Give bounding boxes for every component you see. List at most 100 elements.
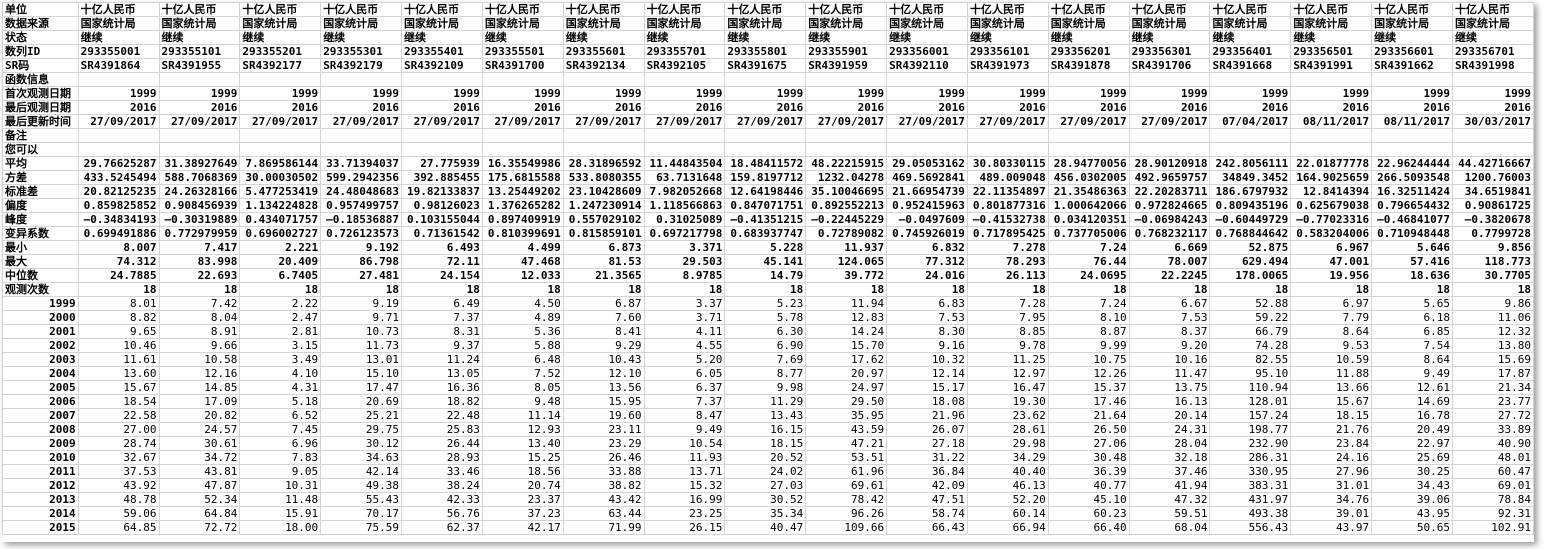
cell: 23.25: [643, 506, 726, 521]
cell: 2016: [886, 100, 968, 115]
cell: 392.885455: [401, 170, 483, 185]
cell: 34.76: [1290, 492, 1373, 507]
cell: 23.77: [1452, 394, 1534, 409]
cell: 242.8056111: [1209, 156, 1292, 171]
cell: 2016: [1209, 100, 1292, 115]
cell: [320, 128, 403, 143]
cell: 4.89: [481, 310, 564, 325]
cell: 95.10: [1209, 366, 1292, 381]
cell: 60.14: [966, 506, 1049, 521]
cell: 47.468: [481, 254, 564, 269]
cell: 十亿人民币: [562, 2, 645, 17]
cell: 29.98: [966, 436, 1049, 451]
cell: 30.61: [158, 436, 241, 451]
cell: 293356201: [1047, 44, 1130, 59]
cell: SR4392110: [886, 58, 968, 73]
cell: SR4392134: [562, 58, 645, 73]
cell: –0.46841077: [1371, 212, 1453, 227]
cell: SR4391973: [966, 58, 1049, 73]
cell: 9.65: [77, 324, 160, 339]
cell: 42.33: [401, 492, 483, 507]
cell: –0.0497609: [886, 212, 968, 227]
cell: 国家统计局: [562, 16, 645, 31]
row-label: 2008: [2, 422, 79, 437]
cell: 8.82: [77, 310, 160, 325]
cell: 13.75: [1128, 380, 1211, 395]
cell: 继续: [643, 30, 726, 45]
table-row: 方差 433.5245494 588.7068369 30.00030502 599.2…: [2, 170, 1534, 185]
row-label: 平均: [2, 156, 79, 171]
cell: 293356301: [1128, 44, 1211, 59]
cell: 1999: [643, 86, 726, 101]
cell: 59.22: [1209, 310, 1292, 325]
table-row: 平均 29.76625287 31.38927649 7.869586144 33.71…: [2, 156, 1534, 171]
cell: 十亿人民币: [886, 2, 968, 17]
cell: 0.557029102: [562, 212, 645, 227]
cell: 16.36: [401, 380, 483, 395]
cell: [77, 72, 160, 87]
cell: 6.7405: [239, 268, 322, 283]
cell: 78.007: [1128, 254, 1211, 269]
cell: 十亿人民币: [966, 2, 1049, 17]
cell: 8.47: [643, 408, 726, 423]
cell: 44.42716667: [1452, 156, 1534, 171]
cell: 30.7705: [1452, 268, 1534, 283]
cell: [1452, 128, 1534, 143]
cell: 0.897409919: [481, 212, 564, 227]
cell: 22.20283711: [1128, 184, 1211, 199]
cell: 18: [1047, 282, 1130, 297]
cell: 8.31: [401, 324, 483, 339]
cell: 23.11: [562, 422, 645, 437]
cell: 2016: [805, 100, 888, 115]
row-label: 2000: [2, 310, 79, 325]
table-row: 2006 18.54 17.09 5.18 20.69 18.82 9.48 15.95 7.3…: [2, 394, 1534, 409]
cell: 07/04/2017: [1209, 114, 1292, 129]
cell: 24.26328166: [158, 184, 241, 199]
cell: 22.11354897: [966, 184, 1049, 199]
cell: 08/11/2017: [1290, 114, 1373, 129]
cell: 18: [1371, 282, 1453, 297]
cell: 0.957499757: [320, 198, 403, 213]
cell: 9.856: [1452, 240, 1534, 255]
cell: 9.192: [320, 240, 403, 255]
cell: 24.7885: [77, 268, 160, 283]
cell: 十亿人民币: [481, 2, 564, 17]
cell: 继续: [1290, 30, 1373, 45]
cell: 7.60: [562, 310, 645, 325]
cell: –0.60449729: [1209, 212, 1292, 227]
row-label: 变异系数: [2, 226, 79, 241]
cell: 继续: [481, 30, 564, 45]
cell: [1209, 142, 1292, 157]
cell: 43.42: [562, 492, 645, 507]
cell: 57.416: [1371, 254, 1453, 269]
cell: 0.772979959: [158, 226, 241, 241]
cell: 0.434071757: [239, 212, 322, 227]
cell: 13.40: [481, 436, 564, 451]
cell: SR4391706: [1128, 58, 1211, 73]
cell: 9.78: [966, 338, 1049, 353]
cell: 0.847071751: [724, 198, 807, 213]
cell: 7.79: [1290, 310, 1373, 325]
cell: 118.773: [1452, 254, 1534, 269]
cell: 6.05: [643, 366, 726, 381]
cell: 556.43: [1209, 520, 1292, 535]
row-label: 2003: [2, 352, 79, 367]
cell: 8.05: [481, 380, 564, 395]
cell: –0.18536887: [320, 212, 403, 227]
cell: 28.94770056: [1047, 156, 1130, 171]
cell: 8.87: [1047, 324, 1130, 339]
cell: 1999: [886, 86, 968, 101]
cell: 37.53: [77, 464, 160, 479]
cell: 43.59: [805, 422, 888, 437]
cell: 6.493: [401, 240, 483, 255]
cell: 77.312: [886, 254, 968, 269]
cell: 110.94: [1209, 380, 1292, 395]
cell: 15.95: [562, 394, 645, 409]
row-label: 2010: [2, 450, 79, 465]
cell: 18: [1452, 282, 1534, 297]
cell: 9.49: [1371, 366, 1453, 381]
row-label: 最小: [2, 240, 79, 255]
cell: [1047, 128, 1130, 143]
row-label: 峰度: [2, 212, 79, 227]
table-row: 2001 9.65 8.91 2.81 10.73 8.31 5.36 8.41 4.11 6.3…: [2, 324, 1534, 339]
